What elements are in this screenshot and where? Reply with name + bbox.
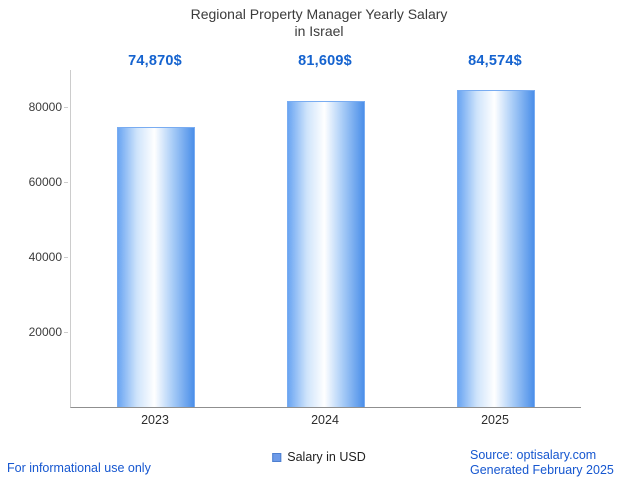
y-tick-mark bbox=[64, 107, 68, 109]
bar-value-label: 81,609$ bbox=[298, 53, 352, 69]
bar-value-label: 74,870$ bbox=[128, 53, 182, 69]
y-tick-label: 20000 bbox=[28, 325, 62, 340]
x-tick-label: 2024 bbox=[311, 413, 339, 427]
y-tick-mark bbox=[64, 332, 68, 334]
y-tick-mark bbox=[64, 257, 68, 259]
x-tick-label: 2025 bbox=[481, 413, 509, 427]
source-link[interactable]: Source: optisalary.com bbox=[470, 448, 597, 462]
bar-2024 bbox=[287, 101, 365, 407]
y-tick-mark bbox=[64, 182, 68, 184]
chart-title-line2: in Israel bbox=[294, 23, 344, 39]
legend-label: Salary in USD bbox=[287, 450, 366, 464]
legend: Salary in USD bbox=[272, 450, 366, 464]
bar-2023 bbox=[117, 126, 195, 407]
x-axis-labels: 2023 2024 2025 bbox=[70, 413, 580, 429]
generated-date: Generated February 2025 bbox=[470, 462, 614, 477]
chart-title: Regional Property Manager Yearly Salary … bbox=[0, 6, 638, 40]
bar-value-labels: 74,870$ 81,609$ 84,574$ bbox=[70, 53, 580, 75]
bar-2025 bbox=[457, 90, 535, 407]
y-axis-labels: 20000 40000 60000 80000 bbox=[0, 70, 68, 407]
legend-square-icon bbox=[272, 452, 282, 462]
y-tick-label: 80000 bbox=[28, 100, 62, 115]
y-tick-label: 40000 bbox=[28, 250, 62, 265]
plot-area bbox=[70, 70, 581, 408]
y-tick-label: 60000 bbox=[28, 175, 62, 190]
footer-attribution: Source: optisalary.com Generated Februar… bbox=[470, 448, 614, 477]
disclaimer-text: For informational use only bbox=[7, 461, 151, 475]
chart-title-line1: Regional Property Manager Yearly Salary bbox=[190, 6, 448, 22]
bar-value-label: 84,574$ bbox=[468, 53, 522, 69]
x-tick-label: 2023 bbox=[141, 413, 169, 427]
